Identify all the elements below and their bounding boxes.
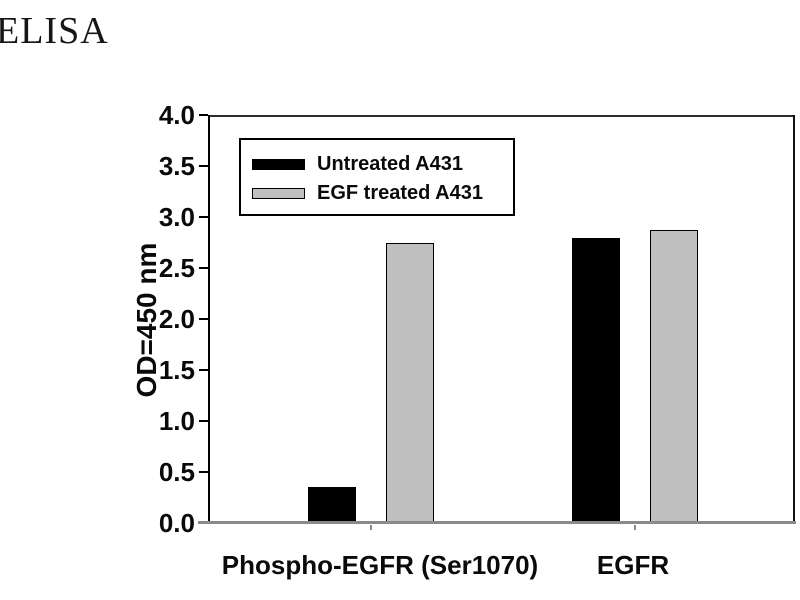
y-tick-label: 1.0	[158, 406, 195, 436]
y-tick-label: 4.0	[158, 100, 195, 130]
y-tick-label: 2.0	[158, 304, 195, 334]
y-tick-mark	[199, 420, 208, 422]
y-tick-label: 3.0	[158, 202, 195, 232]
y-tick-mark	[199, 318, 208, 320]
x-tick-mark	[634, 525, 636, 530]
figure-title: ELISA	[0, 10, 109, 52]
y-tick-mark	[199, 471, 208, 473]
bar	[650, 230, 698, 523]
legend-swatch	[252, 159, 305, 170]
y-tick-mark	[199, 369, 208, 371]
x-category-label: EGFR	[596, 550, 670, 580]
x-category-label: Phospho-EGFR (Ser1070)	[221, 550, 539, 580]
y-tick-mark	[199, 165, 208, 167]
legend-swatch	[252, 188, 305, 199]
y-axis-title: OD=450 nm	[131, 242, 162, 398]
y-tick-label: 3.5	[158, 151, 195, 181]
plot-border-right	[793, 115, 795, 523]
plot-area: 0.0 0.5 1.0 1.5 2.0 2.5 3.0 3.5 4.0 Phospho-EGFR…	[159, 100, 796, 579]
legend-item: Untreated A431	[252, 150, 513, 179]
y-tick-label: 2.5	[158, 253, 195, 283]
y-tick-mark	[199, 114, 208, 116]
bar	[572, 238, 620, 523]
y-axis-line	[208, 115, 210, 523]
y-tick-mark	[199, 267, 208, 269]
y-tick-mark	[199, 216, 208, 218]
legend-item: EGF treated A431	[252, 179, 513, 208]
x-tick-mark	[370, 525, 372, 530]
legend-item-label: Untreated A431	[317, 153, 463, 175]
plot-border-top	[208, 115, 795, 117]
y-tick-label: 0.5	[158, 457, 195, 487]
x-axis-line	[198, 521, 796, 524]
bar	[386, 242, 434, 523]
y-tick-label: 0.0	[158, 508, 195, 538]
legend-item-label: EGF treated A431	[317, 182, 483, 204]
legend: Untreated A431 EGF treated A431	[239, 138, 515, 216]
y-tick-label: 1.5	[158, 355, 195, 385]
bar	[308, 487, 356, 523]
